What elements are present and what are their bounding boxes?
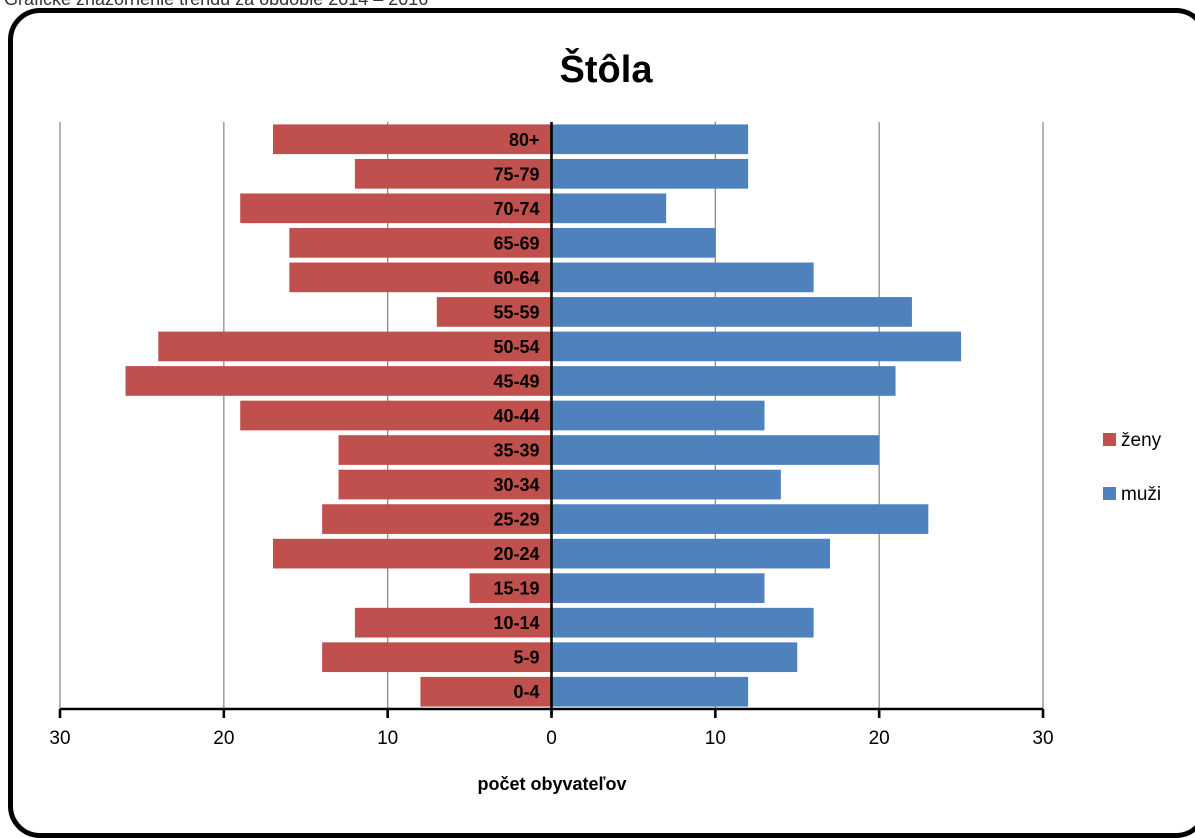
bar-left-75-79 bbox=[354, 158, 552, 189]
bar-right-5-9 bbox=[551, 642, 798, 673]
category-label: 50-54 bbox=[493, 337, 539, 357]
bar-right-45-49 bbox=[551, 366, 896, 396]
bar-right-40-44 bbox=[551, 400, 765, 431]
legend-swatch-left bbox=[1103, 433, 1116, 446]
bar-left-20-24 bbox=[272, 538, 552, 569]
bar-right-70-74 bbox=[551, 193, 667, 224]
category-label: 20-24 bbox=[493, 544, 539, 564]
bar-left-35-39 bbox=[338, 435, 552, 465]
category-label: 60-64 bbox=[493, 268, 539, 288]
category-label: 70-74 bbox=[493, 199, 539, 219]
legend-swatch-right bbox=[1103, 487, 1116, 500]
category-label: 65-69 bbox=[493, 233, 539, 253]
x-tick-label: 20 bbox=[869, 728, 890, 749]
category-label: 45-49 bbox=[493, 371, 539, 391]
bar-left-60-64 bbox=[289, 262, 552, 293]
bar-left-50-54 bbox=[158, 331, 552, 362]
category-label: 35-39 bbox=[493, 441, 539, 461]
bar-left-40-44 bbox=[240, 400, 552, 431]
page-caption: Grafické znázornenie trendu za obdobie 2… bbox=[4, 0, 428, 10]
bar-right-0-4 bbox=[551, 676, 749, 707]
category-label: 40-44 bbox=[493, 406, 539, 426]
x-tick-label: 30 bbox=[49, 728, 70, 749]
bar-left-5-9 bbox=[322, 642, 552, 673]
legend-label-left: ženy bbox=[1121, 430, 1162, 451]
bar-left-80+ bbox=[272, 124, 552, 155]
category-label: 15-19 bbox=[493, 579, 539, 599]
bar-right-15-19 bbox=[551, 573, 765, 603]
category-label: 55-59 bbox=[493, 302, 539, 322]
category-label: 0-4 bbox=[513, 682, 539, 702]
x-tick-label: 10 bbox=[377, 728, 398, 749]
bar-right-75-79 bbox=[551, 158, 749, 189]
x-tick-label: 0 bbox=[546, 728, 557, 749]
category-label: 10-14 bbox=[493, 613, 539, 633]
bar-right-80+ bbox=[551, 124, 749, 155]
bar-right-25-29 bbox=[551, 504, 929, 534]
bar-left-45-49 bbox=[125, 366, 552, 396]
bar-right-30-34 bbox=[551, 469, 781, 500]
bar-right-20-24 bbox=[551, 538, 831, 569]
bar-left-25-29 bbox=[322, 504, 552, 534]
category-label: 75-79 bbox=[493, 164, 539, 184]
bars bbox=[125, 124, 962, 707]
category-label: 25-29 bbox=[493, 510, 539, 530]
x-tick-label: 20 bbox=[213, 728, 234, 749]
x-axis: 30 20 10 0 10 20 30 bbox=[49, 122, 1054, 749]
bar-left-55-59 bbox=[436, 297, 552, 327]
bar-left-10-14 bbox=[354, 607, 552, 638]
x-tick-label: 30 bbox=[1032, 728, 1053, 749]
bar-left-70-74 bbox=[240, 193, 552, 224]
legend: ženy muži bbox=[1103, 430, 1162, 505]
category-label: 30-34 bbox=[493, 475, 539, 495]
category-label: 80+ bbox=[509, 130, 540, 150]
bar-right-55-59 bbox=[551, 297, 912, 327]
bar-left-30-34 bbox=[338, 469, 552, 500]
bar-left-0-4 bbox=[420, 676, 552, 707]
bar-right-60-64 bbox=[551, 262, 814, 293]
bar-right-35-39 bbox=[551, 435, 880, 465]
chart-title: Štôla bbox=[560, 46, 654, 91]
bar-right-50-54 bbox=[551, 331, 962, 362]
category-label: 5-9 bbox=[513, 648, 539, 668]
bar-left-65-69 bbox=[289, 228, 552, 258]
bar-right-10-14 bbox=[551, 607, 814, 638]
x-axis-title: počet obyvateľov bbox=[478, 774, 627, 794]
category-labels: 80+ 75-79 70-74 65-69 60-64 55-59 50-54 45-49 40… bbox=[493, 130, 539, 702]
bar-right-65-69 bbox=[551, 228, 716, 258]
legend-label-right: muži bbox=[1121, 484, 1161, 505]
x-tick-label: 10 bbox=[705, 728, 726, 749]
bar-left-15-19 bbox=[469, 573, 552, 603]
